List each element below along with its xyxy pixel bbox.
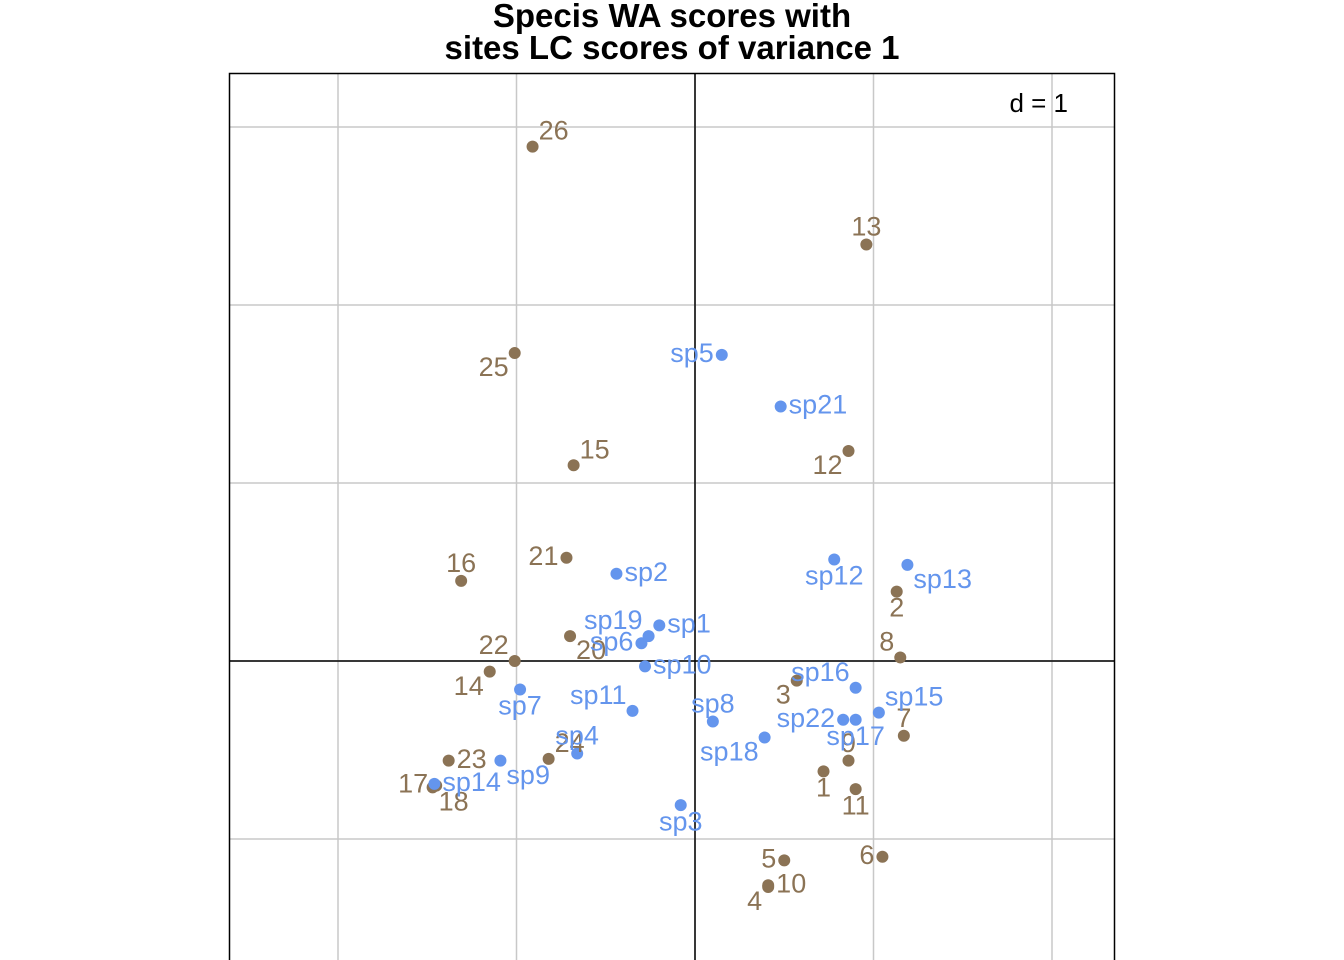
- species-point: [626, 704, 639, 717]
- species-point-label: sp22: [777, 703, 836, 733]
- species-point: [849, 713, 862, 726]
- sites-point-label: 21: [528, 541, 558, 571]
- species-point-label: sp11: [570, 680, 627, 710]
- species-point: [610, 567, 623, 580]
- species-point-label: sp7: [498, 691, 542, 721]
- species-point: [674, 799, 687, 812]
- sites-point: [542, 752, 555, 765]
- plot-frame: [228, 72, 1116, 960]
- species-point-label: sp4: [555, 721, 599, 751]
- species-point-label: sp13: [913, 564, 972, 594]
- sites-point: [564, 630, 577, 643]
- sites-point-label: 14: [454, 671, 484, 701]
- sites-point: [526, 140, 539, 153]
- sites-point-label: 3: [776, 680, 791, 710]
- sites-point: [567, 459, 580, 472]
- species-point: [706, 715, 719, 728]
- sites-point-label: 20: [576, 635, 606, 665]
- sites-point-label: 15: [580, 434, 610, 464]
- sites-point-label: 5: [761, 843, 776, 873]
- sites-point: [508, 347, 521, 360]
- species-point: [639, 660, 652, 673]
- sites-point: [849, 783, 862, 796]
- sites-point-label: 17: [398, 769, 428, 799]
- sites-point: [897, 729, 910, 742]
- sites-point: [762, 879, 775, 892]
- sites-point: [455, 574, 468, 587]
- species-point-label: sp18: [700, 737, 759, 767]
- species-point-label: sp16: [791, 657, 850, 687]
- species-point-label: sp21: [789, 390, 848, 420]
- sites-point-label: 22: [479, 630, 509, 660]
- sites-point-label: 4: [747, 886, 762, 916]
- sites-point-label: 24: [555, 728, 585, 758]
- species-point-label: sp19: [584, 605, 643, 635]
- sites-point-label: 26: [539, 116, 569, 146]
- sites-point-label: 6: [859, 840, 874, 870]
- species-point: [837, 713, 850, 726]
- species-point-label: sp8: [691, 689, 735, 719]
- sites-point: [894, 651, 907, 664]
- sites-point: [483, 665, 496, 678]
- sites-point: [560, 551, 573, 564]
- sites-point-label: 8: [879, 627, 894, 657]
- species-point: [828, 553, 841, 566]
- species-point-label: sp9: [506, 760, 550, 790]
- sites-point: [842, 444, 855, 457]
- chart-title: Specis WA scores with sites LC scores of…: [0, 0, 1344, 64]
- species-point-label: sp14: [442, 767, 501, 797]
- species-point: [715, 348, 728, 361]
- species-point-label: sp2: [624, 557, 668, 587]
- sites-point-label: 11: [842, 790, 870, 820]
- sites-point: [876, 850, 889, 863]
- zero-axes: [229, 73, 1115, 960]
- species-point: [514, 683, 527, 696]
- sites-point-label: 1: [816, 772, 831, 802]
- sites-point-label: 9: [841, 728, 856, 758]
- species-point-label: sp1: [667, 609, 711, 639]
- sites-point: [860, 238, 873, 251]
- sites-point-label: 25: [479, 352, 509, 382]
- species-point: [758, 731, 771, 744]
- chart-title-line-1: Specis WA scores with: [492, 0, 852, 34]
- scale-label: d = 1: [1009, 88, 1068, 118]
- species-point-label: sp12: [805, 561, 864, 591]
- chart-title-line-2: sites LC scores of variance 1: [444, 29, 900, 66]
- species-point-label: sp10: [653, 649, 712, 679]
- sites-point: [778, 854, 791, 867]
- species-point-label: sp3: [659, 806, 703, 836]
- points: [426, 140, 914, 894]
- species-point: [653, 619, 666, 632]
- sites-point-label: 7: [896, 703, 911, 733]
- species-point-label: sp17: [826, 721, 885, 751]
- sites-point: [817, 765, 830, 778]
- sites-point-label: 2: [889, 593, 904, 623]
- species-point: [849, 681, 862, 694]
- species-point-label: sp6: [590, 626, 634, 656]
- sites-point-label: 10: [776, 868, 806, 898]
- sites-point: [790, 674, 803, 687]
- sites-point-label: 13: [851, 212, 881, 242]
- sites-point: [890, 585, 903, 598]
- sites-point: [442, 754, 455, 767]
- sites-point-label: 16: [446, 548, 476, 578]
- sites-point: [842, 754, 855, 767]
- sites-point-label: 23: [457, 744, 487, 774]
- species-point-label: sp15: [885, 682, 944, 712]
- sites-point-label: 18: [439, 787, 469, 817]
- plot-background: [229, 73, 1115, 960]
- species-point: [901, 558, 914, 571]
- species-point: [642, 630, 655, 643]
- species-point: [571, 747, 584, 760]
- species-point: [872, 706, 885, 719]
- sites-point-label: 12: [812, 450, 842, 480]
- species-point: [428, 777, 441, 790]
- species-point-label: sp5: [670, 338, 714, 368]
- species-point: [494, 754, 507, 767]
- sites-point: [508, 655, 521, 667]
- species-point: [774, 400, 787, 413]
